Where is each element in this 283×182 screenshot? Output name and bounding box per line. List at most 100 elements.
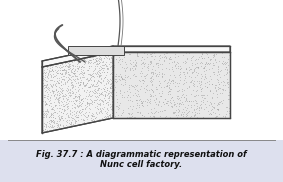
Point [97,117,101,120]
Point [86,80,91,82]
Point [140,61,144,64]
Point [151,78,156,80]
Point [104,102,108,104]
Point [136,93,141,96]
Point [43,86,48,88]
Point [163,116,167,118]
Point [157,71,161,74]
Point [76,89,80,92]
Point [81,112,85,115]
Point [131,85,136,88]
Point [53,116,58,119]
Point [149,111,153,114]
Point [79,99,83,102]
Point [67,94,72,97]
Point [171,79,175,82]
Point [192,85,196,88]
Point [77,95,82,98]
Point [76,81,81,84]
Point [206,109,211,112]
Point [44,115,48,118]
Point [83,60,87,63]
Point [79,81,83,84]
Point [124,67,128,70]
Point [51,121,56,124]
Point [131,72,136,75]
Point [109,82,113,84]
Point [131,65,136,68]
Point [94,95,98,98]
Point [95,119,100,122]
Point [199,55,203,58]
Point [129,113,134,116]
Point [63,65,67,68]
Point [162,109,166,112]
Point [93,59,98,62]
Point [164,85,169,88]
Point [86,86,90,89]
Point [159,86,163,89]
Point [58,71,63,74]
Point [76,97,81,100]
Point [91,61,95,64]
Point [110,112,114,115]
Point [62,126,66,129]
Point [60,87,65,90]
Point [58,117,62,120]
Point [160,71,164,74]
Point [49,66,54,68]
Point [95,101,100,104]
Point [68,112,73,115]
Point [50,79,54,82]
Point [153,98,158,101]
Point [74,124,79,127]
Point [215,80,220,83]
Point [67,122,71,125]
Point [42,100,47,103]
Point [143,62,147,65]
Point [57,104,61,106]
Point [143,76,147,79]
Point [87,91,91,94]
Point [94,59,98,62]
Point [222,81,226,84]
Point [68,89,72,92]
Point [52,110,56,113]
Point [127,115,131,118]
Point [97,60,101,63]
Point [203,76,207,79]
Point [125,94,130,97]
Point [103,93,107,96]
Point [48,95,52,98]
Point [163,55,168,58]
Point [223,66,228,68]
Point [66,106,70,109]
Point [194,71,198,74]
Point [84,59,88,62]
Point [58,72,62,75]
Point [215,108,219,110]
Point [157,100,162,103]
Point [98,107,102,110]
Point [77,83,82,86]
Point [224,78,229,81]
Point [79,117,83,120]
Point [178,68,182,71]
Point [211,64,216,67]
Point [102,77,106,80]
Point [43,79,48,82]
Point [164,56,168,59]
Point [71,84,76,87]
Point [215,107,219,110]
Point [169,104,173,107]
Point [145,103,149,106]
Point [198,83,202,86]
Point [93,120,97,123]
Point [134,60,138,63]
Point [227,112,231,115]
Point [98,56,103,59]
Point [53,85,58,88]
Point [98,111,103,114]
Point [130,114,134,117]
Point [56,89,60,92]
